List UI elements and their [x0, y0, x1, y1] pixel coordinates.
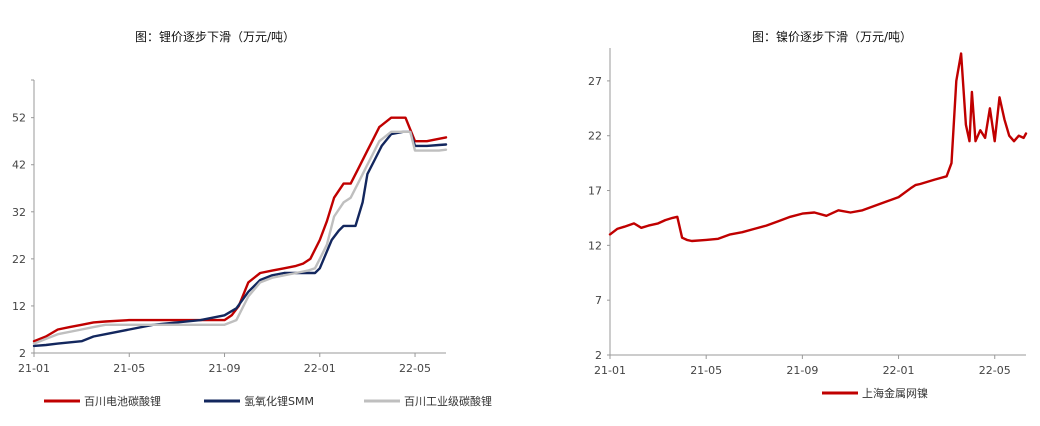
x-tick-label: 22-05	[399, 362, 431, 375]
legend-label: 氢氧化锂SMM	[244, 394, 314, 408]
y-tick-label: 52	[12, 112, 26, 125]
x-tick-label: 21-05	[690, 364, 722, 377]
legend-label: 百川电池碳酸锂	[84, 394, 161, 408]
x-tick-label: 21-01	[18, 362, 50, 375]
lithium-price-chart: 图：锂价逐步下滑（万元/吨） 2 12 22 32 42 52 21-01 21-05 21-09…	[12, 29, 492, 408]
x-tick-label: 21-05	[113, 362, 145, 375]
legend-label: 百川工业级碳酸锂	[404, 394, 492, 408]
y-tick-label: 22	[12, 253, 26, 266]
series-line-3	[32, 130, 448, 345]
y-tick-label: 12	[12, 300, 26, 313]
legend-label: 上海金属网镍	[862, 386, 928, 400]
y-tick-label: 2	[595, 349, 602, 362]
y-tick-label: 27	[588, 75, 602, 88]
y-tick-label: 22	[588, 130, 602, 143]
y-tick-label: 17	[588, 185, 602, 198]
y-tick-label: 2	[19, 347, 26, 360]
chart-title: 图：锂价逐步下滑（万元/吨）	[135, 29, 295, 44]
chart-title: 图：镍价逐步下滑（万元/吨）	[752, 30, 912, 44]
y-tick-label: 32	[12, 206, 26, 219]
y-tick-label: 42	[12, 159, 26, 172]
y-tick-label: 7	[595, 294, 602, 307]
x-tick-label: 22-01	[883, 364, 915, 377]
x-tick-label: 22-01	[304, 362, 336, 375]
x-tick-label: 21-01	[594, 364, 626, 377]
y-tick-label: 12	[588, 239, 602, 252]
series-line-1	[32, 116, 448, 343]
x-tick-label: 22-05	[979, 364, 1011, 377]
x-tick-label: 21-09	[209, 362, 241, 375]
x-tick-label: 21-09	[786, 364, 818, 377]
series-line-1	[608, 52, 1028, 243]
